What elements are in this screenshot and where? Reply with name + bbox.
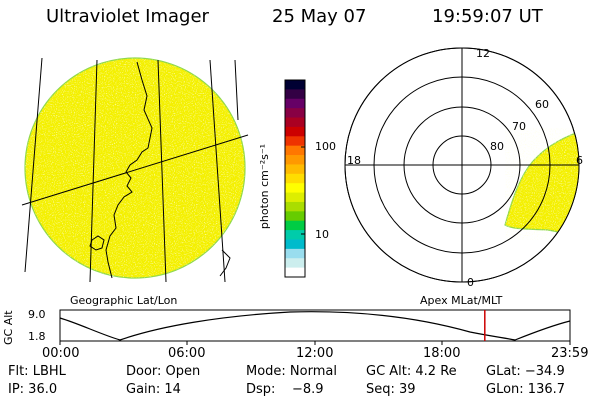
mlt-label-6: 6 (576, 154, 583, 167)
polar-panel-label: Apex MLat/MLT (420, 294, 503, 307)
colorbar-swatch (285, 89, 305, 100)
info-ip: IP: 36.0 (8, 382, 58, 397)
time-tick-1: 06:00 (168, 346, 206, 361)
coastline (89, 61, 231, 279)
colorbar-swatch (285, 183, 305, 194)
info-door: Door: Open (126, 364, 201, 379)
alt-tick-max: 9.0 (28, 308, 46, 321)
mlt-label-18: 18 (347, 154, 361, 167)
colorbar-swatch (285, 136, 305, 147)
mlt-label-12: 12 (476, 47, 490, 60)
colorbar-swatch (285, 126, 305, 137)
colorbar-swatch (285, 211, 305, 222)
polar-plot (344, 47, 580, 283)
time-tick-2: 12:00 (296, 346, 334, 361)
alt-axis-label: GC Alt (2, 310, 15, 345)
altitude-curve (59, 311, 571, 341)
colorbar-swatch (285, 98, 305, 109)
mlt-label-0: 0 (467, 276, 474, 289)
colorbar-unit-label: photon cm⁻²s⁻¹ (258, 143, 272, 230)
time-tick-0: 00:00 (42, 346, 80, 361)
lat-label-70: 70 (512, 120, 526, 133)
colorbar-tick-100: 100 (315, 140, 336, 153)
altitude-plot (59, 309, 571, 345)
time-label: 19:59:07 UT (432, 6, 543, 27)
lat-grid-line (21, 134, 249, 206)
colorbar-swatch (285, 145, 305, 156)
lon-grid-lines (21, 57, 249, 283)
info-glon: GLon: 136.7 (486, 382, 566, 397)
colorbar-swatch (285, 108, 305, 119)
colorbar-swatch (285, 258, 305, 269)
colorbar-swatch (285, 117, 305, 128)
info-mode: Mode: Normal (246, 364, 337, 379)
geographic-image (21, 57, 249, 283)
info-gain: Gain: 14 (126, 382, 181, 397)
colorbar-swatch (285, 80, 305, 90)
date-label: 25 May 07 (272, 6, 367, 27)
colorbar-swatch (285, 201, 305, 212)
lat-label-60: 60 (535, 98, 549, 111)
colorbar (284, 79, 306, 278)
info-seq: Seq: 39 (366, 382, 416, 397)
lat-label-80: 80 (490, 140, 504, 153)
geo-panel-label: Geographic Lat/Lon (70, 294, 178, 307)
info-glat: GLat: −34.9 (486, 364, 565, 379)
colorbar-swatch (285, 164, 305, 175)
colorbar-tick-10: 10 (315, 228, 329, 241)
colorbar-swatch (285, 173, 305, 184)
colorbar-swatch (285, 267, 305, 278)
info-gcalt: GC Alt: 4.2 Re (366, 364, 457, 379)
colorbar-swatch (285, 220, 305, 231)
info-flt: Flt: LBHL (8, 364, 66, 379)
time-tick-4: 23:59 (551, 346, 589, 361)
alt-tick-min: 1.8 (28, 330, 46, 343)
instrument-title: Ultraviolet Imager (46, 6, 209, 27)
colorbar-swatch (285, 155, 305, 166)
time-tick-3: 18:00 (423, 346, 461, 361)
colorbar-swatch (285, 230, 305, 241)
info-dsp: Dsp: −8.9 (246, 382, 324, 397)
colorbar-swatch (285, 248, 305, 259)
colorbar-swatch (285, 192, 305, 203)
colorbar-swatch (285, 239, 305, 250)
